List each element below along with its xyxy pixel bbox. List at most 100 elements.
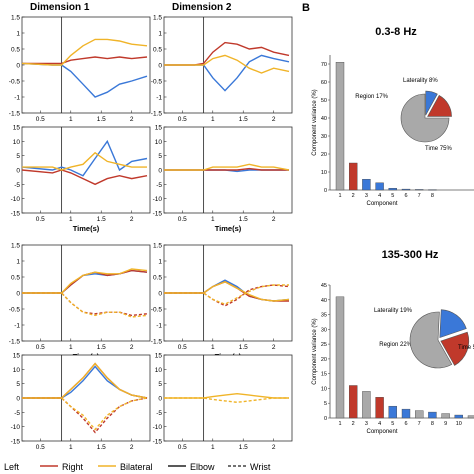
legend-label-left: Left	[4, 462, 20, 472]
dimension-2-title: Dimension 2	[172, 2, 232, 13]
x-tick-label: 1	[69, 444, 73, 451]
series-line-right	[164, 41, 290, 66]
x-tick-label: 0.5	[178, 344, 187, 351]
legend: Left Right Bilateral Elbow Wrist	[4, 462, 271, 472]
legend-label-wrist: Wrist	[250, 462, 271, 472]
x-tick-label: 1.5	[239, 344, 248, 351]
y-tick-label: 15	[13, 353, 21, 360]
series-line-right	[21, 169, 148, 186]
y-tick-label: -1.5	[9, 111, 21, 118]
x-tick-label: 1	[211, 344, 215, 351]
bar-y-tick-label: 50	[321, 98, 327, 104]
x-tick-label: 0.5	[178, 444, 187, 451]
bar-y-axis-label: Component variance (%)	[312, 318, 318, 384]
pie-label-time: Time 75%	[425, 146, 452, 152]
y-tick-label: -10	[11, 196, 21, 203]
bar-component-8	[428, 411, 437, 419]
pie-slice-laterality	[425, 90, 438, 116]
y-tick-label: -1.5	[151, 339, 163, 346]
y-tick-label: 5	[16, 153, 20, 160]
bar-x-tick-label: 9	[444, 421, 447, 427]
pie-slice-time	[400, 93, 450, 143]
y-tick-label: 10	[155, 139, 163, 146]
legend-label-elbow: Elbow	[190, 462, 215, 472]
bar-y-tick-label: 10	[321, 386, 327, 392]
x-tick-label: 2	[272, 216, 276, 223]
panel-frame-3	[21, 126, 151, 214]
bar-x-tick-label: 3	[365, 421, 368, 427]
y-tick-label: 1	[16, 31, 20, 38]
bar-y-tick-label: 0	[324, 416, 327, 422]
bar-y-tick-label: 15	[321, 372, 327, 378]
bar-x-tick-label: 2	[352, 421, 355, 427]
series-line-bilateral	[164, 54, 290, 74]
bar-x-tick-label: 8	[431, 193, 434, 199]
y-tick-label: -5	[156, 182, 162, 189]
y-tick-label: -0.5	[9, 79, 21, 86]
bar-component-4	[375, 182, 384, 191]
pie-label-region: Region 17%	[355, 94, 388, 100]
y-tick-label: 0	[16, 396, 20, 403]
bar-x-tick-label: 4	[378, 193, 381, 199]
x-tick-label: 1.5	[239, 116, 248, 123]
series-line-bilateral-wrist	[164, 284, 289, 305]
y-tick-label: 15	[13, 125, 21, 132]
x-tick-label: 2	[272, 344, 276, 351]
bar-component-2	[349, 162, 358, 191]
bar-y-tick-label: 30	[321, 327, 327, 333]
y-tick-label: 0.5	[11, 275, 20, 282]
x-tick-label: 0.5	[36, 444, 45, 451]
y-tick-label: 0	[16, 291, 20, 298]
bar-y-tick-label: 60	[321, 80, 327, 86]
bar-y-tick-label: 40	[321, 116, 327, 122]
y-tick-label: 5	[158, 153, 162, 160]
x-tick-label: 0.5	[36, 216, 45, 223]
bar-component-7	[415, 189, 424, 191]
bar-component-1	[335, 62, 345, 191]
x-tick-label: 2	[130, 216, 134, 223]
x-tick-label: 1	[69, 344, 73, 351]
bar-y-axis-label: Component variance (%)	[312, 89, 318, 155]
y-tick-label: 0.5	[153, 47, 162, 54]
bar-component-3	[362, 391, 371, 419]
bar-x-tick-label: 5	[391, 193, 394, 199]
bar-component-6	[401, 408, 411, 419]
legend-label-bilateral: Bilateral	[120, 462, 153, 472]
x-tick-label: 1.5	[239, 216, 248, 223]
x-tick-label: 2	[130, 344, 134, 351]
bar-component-5	[388, 187, 397, 191]
bar-component-7	[415, 410, 424, 419]
x-tick-label: 0.5	[36, 344, 45, 351]
y-tick-label: 10	[13, 367, 21, 374]
bar-component-2	[349, 385, 358, 419]
plots-layer: 1.5 1 0.5 0 -0.5 -1 -1.5 0.5 1 1.5 2 1.5 1 0.5 0 -0.5 -1…	[9, 15, 474, 451]
bar-component-4	[375, 397, 384, 419]
bar-y-tick-label: 40	[321, 298, 327, 304]
x-tick-label: 2	[272, 444, 276, 451]
bar-x-tick-label: 4	[378, 421, 381, 427]
y-tick-label: -10	[153, 424, 163, 431]
y-tick-label: 0	[16, 63, 20, 70]
y-tick-label: 15	[155, 125, 163, 132]
x-tick-label: 2	[272, 116, 276, 123]
pie-label-laterality: Laterality 8%	[403, 78, 438, 84]
y-tick-label: -1.5	[9, 339, 21, 346]
x-tick-label: 1.5	[97, 116, 106, 123]
bar-y-tick-label: 70	[321, 62, 327, 68]
bar-x-tick-label: 1	[338, 421, 341, 427]
x-tick-label: 2	[130, 116, 134, 123]
pie-label-time: Time 59%	[458, 345, 474, 351]
y-tick-label: 1	[158, 259, 162, 266]
series-line-bilateral	[164, 163, 290, 171]
y-tick-label: -0.5	[9, 307, 21, 314]
y-tick-label: 15	[155, 353, 163, 360]
y-tick-label: 0	[158, 396, 162, 403]
series-line-right	[22, 56, 148, 65]
y-tick-label: -5	[14, 410, 20, 417]
x-tick-label: 2	[130, 444, 134, 451]
bar-component-3	[362, 178, 371, 191]
bar-x-tick-label: 10	[456, 421, 462, 427]
y-tick-label: -0.5	[151, 307, 163, 314]
bar-y-tick-label: 0	[324, 188, 327, 194]
pie-label-laterality: Laterality 19%	[374, 308, 413, 314]
